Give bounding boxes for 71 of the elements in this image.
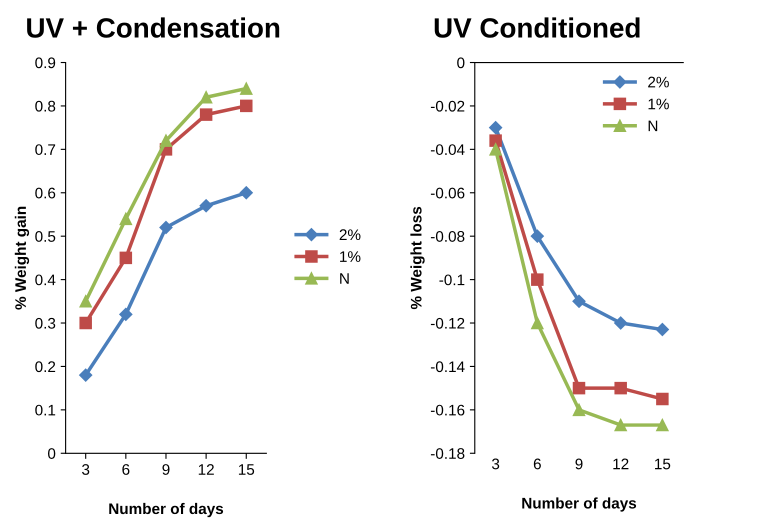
y-tick-label: 0.6 bbox=[35, 188, 56, 198]
x-tick-label: 15 bbox=[655, 458, 670, 470]
point bbox=[160, 134, 172, 147]
y-tick-label: -0.06 bbox=[430, 188, 464, 198]
x-tick-label: 3 bbox=[492, 458, 500, 470]
y-axis-title: % Weight loss bbox=[410, 206, 425, 310]
y-tick-label: -0.16 bbox=[430, 404, 464, 416]
legend-label: 2% bbox=[340, 229, 360, 240]
y-axis-title: % Weight gain bbox=[14, 206, 30, 310]
legend-label: 1% bbox=[648, 98, 669, 110]
point bbox=[79, 368, 92, 382]
y-tick-label: -0.12 bbox=[430, 318, 464, 329]
chart-title: UV Conditioned bbox=[434, 17, 640, 38]
y-tick-label: 0.8 bbox=[35, 100, 56, 112]
point bbox=[200, 199, 213, 212]
y-tick-label: 0.5 bbox=[35, 231, 56, 242]
point bbox=[572, 404, 586, 416]
point bbox=[120, 252, 132, 264]
chart-title: UV + Condensation bbox=[27, 17, 280, 38]
x-tick-label: 12 bbox=[198, 464, 214, 475]
point bbox=[240, 82, 253, 95]
point bbox=[531, 316, 544, 330]
point bbox=[200, 91, 212, 104]
x-tick-label: 3 bbox=[82, 464, 90, 475]
legend-label: N bbox=[648, 120, 658, 132]
point bbox=[614, 418, 627, 432]
legend-label: 2% bbox=[648, 76, 669, 88]
y-tick-label: -0.08 bbox=[430, 231, 464, 242]
x-tick-label: 9 bbox=[575, 458, 583, 470]
y-tick-label: 0 bbox=[457, 57, 464, 68]
point bbox=[656, 322, 669, 336]
y-tick-label: -0.18 bbox=[430, 448, 464, 459]
x-axis-title: Number of days bbox=[109, 502, 224, 518]
y-tick-label: 0.7 bbox=[35, 144, 56, 156]
point bbox=[656, 418, 669, 432]
point bbox=[614, 382, 627, 394]
y-tick-label: 0.1 bbox=[35, 404, 56, 416]
y-tick-label: -0.1 bbox=[439, 274, 464, 286]
legend-label: N bbox=[340, 273, 349, 284]
point bbox=[656, 392, 669, 406]
point bbox=[79, 295, 92, 308]
y-tick-label: 0.2 bbox=[35, 361, 56, 372]
point bbox=[489, 134, 502, 147]
point bbox=[530, 230, 544, 243]
y-tick-label: 0.3 bbox=[35, 318, 56, 329]
point bbox=[79, 316, 92, 330]
y-tick-label: 0 bbox=[48, 448, 56, 459]
point bbox=[120, 212, 132, 226]
y-tick-label: -0.04 bbox=[430, 144, 465, 156]
point bbox=[489, 143, 502, 156]
point bbox=[200, 108, 212, 121]
x-axis-title: Number of days bbox=[522, 497, 636, 512]
point bbox=[572, 382, 586, 394]
legend-label: 1% bbox=[340, 251, 360, 262]
point bbox=[614, 316, 628, 330]
point bbox=[119, 308, 132, 321]
x-tick-label: 6 bbox=[534, 458, 541, 470]
point bbox=[159, 220, 173, 234]
point bbox=[572, 294, 586, 308]
x-tick-label: 15 bbox=[238, 464, 254, 475]
y-tick-label: -0.14 bbox=[430, 361, 465, 372]
point bbox=[531, 273, 544, 286]
x-tick-label: 9 bbox=[162, 464, 170, 475]
point bbox=[240, 186, 253, 200]
y-tick-label: 0.4 bbox=[35, 274, 56, 286]
x-tick-label: 12 bbox=[613, 458, 628, 470]
point bbox=[240, 100, 253, 112]
point bbox=[489, 121, 502, 134]
y-tick-label: 0.9 bbox=[35, 57, 56, 68]
x-tick-label: 6 bbox=[122, 464, 130, 475]
y-tick-label: -0.02 bbox=[430, 100, 464, 112]
